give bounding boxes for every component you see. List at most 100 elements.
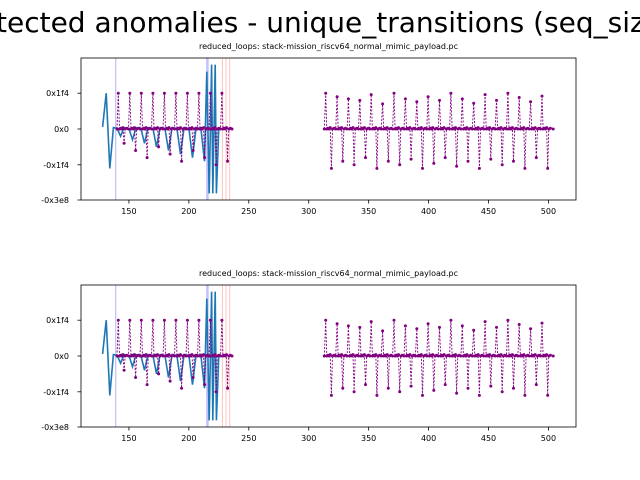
anomaly-point (533, 126, 537, 130)
anomaly-point (392, 318, 396, 322)
anomaly-point (167, 353, 171, 357)
anomaly-point (539, 354, 543, 358)
subplot-bottom: reduced_loops: stack-mission_riscv64_nor… (41, 269, 577, 443)
anomaly-point (551, 354, 555, 358)
anomaly-point (362, 126, 366, 130)
anomaly-point (500, 390, 504, 394)
anomaly-point (162, 318, 166, 322)
anomaly-point (431, 353, 435, 357)
anomaly-point (179, 126, 182, 130)
anomaly-point (346, 97, 350, 101)
anomaly-point (516, 354, 520, 358)
anomaly-point (534, 383, 538, 387)
anomaly-point (161, 127, 165, 131)
anomaly-point (546, 393, 550, 397)
anomaly-point (226, 159, 230, 163)
anomaly-point (345, 354, 349, 358)
anomaly-point (398, 163, 402, 167)
anomaly-point (156, 126, 159, 130)
anomaly-point (202, 126, 205, 130)
anomaly-point (214, 390, 218, 394)
anomaly-point (470, 127, 474, 131)
anomaly-point (128, 91, 132, 95)
anomaly-point (448, 127, 452, 131)
anomaly-point (173, 354, 176, 358)
anomaly-point (220, 318, 224, 322)
anomaly-point (352, 163, 356, 167)
anomaly-point (391, 127, 395, 131)
anomaly-point (116, 91, 120, 95)
x-tick-label: 300 (301, 434, 316, 443)
anomaly-point (364, 156, 367, 160)
anomaly-point (197, 91, 201, 95)
anomaly-point (489, 384, 493, 388)
anomaly-point (157, 145, 161, 149)
anomaly-point (115, 127, 119, 131)
anomaly-point (116, 318, 120, 322)
anomaly-point (459, 354, 463, 358)
anomaly-point (386, 386, 390, 390)
anomaly-point (482, 127, 486, 131)
anomaly-point (150, 127, 153, 131)
anomaly-point (184, 354, 188, 358)
anomaly-point (392, 91, 396, 95)
anomaly-point (398, 390, 402, 394)
anomaly-point (465, 126, 469, 130)
anomaly-point (403, 97, 407, 101)
anomaly-point (324, 318, 328, 322)
anomaly-point (358, 325, 362, 329)
anomaly-point (546, 166, 550, 170)
anomaly-point (483, 93, 487, 97)
anomaly-point (185, 318, 189, 322)
x-tick-label: 200 (181, 434, 196, 443)
anomaly-point (397, 126, 400, 130)
y-tick-label: -0x3e8 (41, 423, 69, 432)
anomaly-point (454, 353, 457, 357)
anomaly-point (448, 354, 452, 358)
anomaly-point (386, 159, 390, 163)
plot-area (101, 58, 555, 200)
anomaly-point (466, 386, 470, 390)
plot-area (101, 285, 555, 427)
anomaly-point (180, 386, 184, 390)
anomaly-point (443, 383, 447, 387)
anomaly-point (230, 354, 234, 358)
anomaly-point (381, 329, 385, 333)
anomaly-point (466, 159, 470, 163)
anomaly-point (465, 353, 469, 357)
y-tick-label: 0x1f4 (46, 316, 69, 325)
anomaly-point (197, 318, 201, 322)
anomaly-point (409, 384, 413, 388)
anomaly-point (134, 149, 138, 152)
anomaly-point (127, 127, 130, 131)
anomaly-point (203, 383, 207, 387)
anomaly-point (174, 91, 178, 95)
anomaly-point (225, 353, 228, 357)
x-tick-label: 450 (481, 434, 496, 443)
anomaly-point (329, 166, 333, 170)
anomaly-point (351, 353, 355, 357)
anomaly-point (202, 353, 205, 357)
anomaly-point (539, 127, 543, 131)
anomaly-point (534, 156, 538, 160)
anomaly-point (483, 320, 487, 324)
anomaly-point (460, 97, 464, 101)
anomaly-point (442, 126, 446, 130)
anomaly-point (151, 318, 155, 322)
anomaly-point (477, 393, 481, 397)
anomaly-point (516, 127, 520, 131)
anomaly-point (495, 325, 498, 329)
anomaly-point (425, 354, 429, 358)
anomaly-point (545, 353, 549, 357)
x-tick-label: 400 (421, 207, 436, 216)
anomaly-point (419, 126, 423, 130)
anomaly-point (493, 127, 497, 131)
anomaly-point (472, 101, 476, 105)
anomaly-point (121, 353, 125, 357)
anomaly-point (139, 91, 143, 95)
anomaly-point (127, 354, 130, 358)
anomaly-point (432, 161, 436, 165)
anomaly-point (357, 354, 360, 358)
anomaly-point (488, 353, 492, 357)
